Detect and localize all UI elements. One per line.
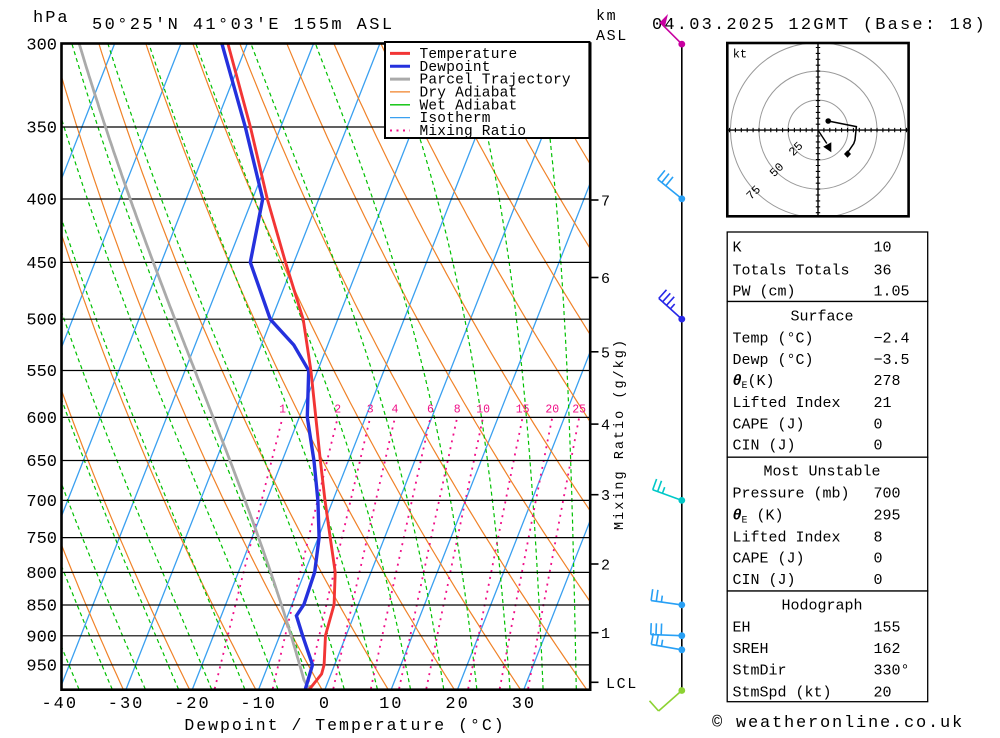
svg-text:4: 4 (392, 404, 399, 417)
svg-text:Temp (°C): Temp (°C) (733, 331, 814, 348)
svg-text:330°: 330° (874, 662, 910, 679)
svg-text:© weatheronline.co.uk: © weatheronline.co.uk (712, 714, 964, 733)
svg-text:0: 0 (874, 572, 883, 589)
svg-text:50°25'N 41°03'E 155m ASL: 50°25'N 41°03'E 155m ASL (92, 16, 394, 35)
svg-text:950: 950 (26, 657, 57, 676)
svg-text:EH: EH (733, 619, 751, 636)
svg-text:-20: -20 (174, 695, 211, 714)
svg-text:20: 20 (545, 404, 559, 417)
svg-text:10: 10 (476, 404, 490, 417)
svg-text:3: 3 (367, 404, 374, 417)
svg-text:CIN (J): CIN (J) (733, 572, 796, 589)
svg-text:36: 36 (874, 262, 892, 279)
svg-text:SREH: SREH (733, 641, 769, 658)
svg-text:Hodograph: Hodograph (781, 597, 862, 614)
svg-text:10: 10 (874, 240, 892, 257)
svg-text:20: 20 (445, 695, 469, 714)
svg-text:900: 900 (26, 628, 57, 647)
svg-text:600: 600 (26, 410, 57, 429)
svg-text:7: 7 (601, 194, 610, 211)
svg-text:−3.5: −3.5 (874, 352, 910, 369)
svg-text:30: 30 (512, 695, 536, 714)
svg-text:ASL: ASL (596, 28, 628, 45)
svg-text:Surface: Surface (790, 309, 853, 326)
svg-text:700: 700 (874, 485, 901, 502)
svg-text:0: 0 (874, 438, 883, 455)
svg-text:1: 1 (279, 404, 286, 417)
svg-text:-40: -40 (41, 695, 78, 714)
svg-text:Lifted Index: Lifted Index (733, 529, 841, 546)
svg-text:θE(K): θE(K) (733, 373, 775, 392)
svg-text:Totals Totals: Totals Totals (733, 262, 850, 279)
svg-text:8: 8 (874, 529, 883, 546)
svg-text:300: 300 (26, 37, 57, 56)
svg-text:850: 850 (26, 598, 57, 617)
svg-text:1: 1 (601, 626, 610, 643)
svg-text:8: 8 (454, 404, 461, 417)
svg-text:650: 650 (26, 453, 57, 472)
svg-text:700: 700 (26, 493, 57, 512)
svg-text:350: 350 (26, 120, 57, 139)
svg-text:6: 6 (601, 271, 610, 288)
svg-text:550: 550 (26, 363, 57, 382)
svg-text:Dewp (°C): Dewp (°C) (733, 352, 814, 369)
svg-text:25: 25 (572, 404, 586, 417)
svg-text:20: 20 (874, 684, 892, 701)
svg-text:CIN (J): CIN (J) (733, 438, 796, 455)
svg-text:Most Unstable: Most Unstable (763, 464, 880, 481)
svg-text:21: 21 (874, 395, 892, 412)
svg-text:Mixing Ratio (g/kg): Mixing Ratio (g/kg) (613, 338, 628, 530)
svg-text:-30: -30 (108, 695, 145, 714)
svg-text:Pressure (mb): Pressure (mb) (733, 485, 850, 502)
svg-text:3: 3 (601, 488, 610, 505)
svg-text:kt: kt (733, 48, 747, 62)
svg-text:K: K (733, 240, 742, 257)
svg-text:θE (K): θE (K) (733, 507, 784, 526)
svg-text:04.03.2025 12GMT (Base: 18): 04.03.2025 12GMT (Base: 18) (652, 16, 987, 35)
svg-text:5: 5 (601, 345, 610, 362)
svg-text:LCL: LCL (606, 676, 638, 693)
svg-text:1.05: 1.05 (874, 284, 910, 301)
svg-text:-10: -10 (240, 695, 277, 714)
svg-text:278: 278 (874, 373, 901, 390)
svg-text:162: 162 (874, 641, 901, 658)
svg-text:km: km (596, 8, 617, 25)
svg-text:6: 6 (427, 404, 434, 417)
svg-text:750: 750 (26, 530, 57, 549)
svg-text:hPa: hPa (33, 9, 70, 28)
svg-text:800: 800 (26, 565, 57, 584)
svg-text:450: 450 (26, 255, 57, 274)
svg-text:StmDir: StmDir (733, 662, 787, 679)
svg-text:Dewpoint / Temperature (°C): Dewpoint / Temperature (°C) (184, 716, 505, 733)
svg-text:StmSpd (kt): StmSpd (kt) (733, 684, 832, 701)
svg-text:−2.4: −2.4 (874, 331, 910, 348)
svg-text:CAPE (J): CAPE (J) (733, 551, 805, 568)
svg-text:295: 295 (874, 507, 901, 524)
svg-text:CAPE (J): CAPE (J) (733, 416, 805, 433)
svg-text:0: 0 (874, 551, 883, 568)
svg-text:2: 2 (601, 558, 610, 575)
svg-text:15: 15 (516, 404, 530, 417)
svg-text:500: 500 (26, 312, 57, 331)
svg-text:155: 155 (874, 619, 901, 636)
svg-text:10: 10 (379, 695, 403, 714)
svg-text:0: 0 (319, 695, 331, 714)
svg-text:2: 2 (334, 404, 341, 417)
svg-text:Lifted Index: Lifted Index (733, 395, 841, 412)
svg-text:PW (cm): PW (cm) (733, 284, 796, 301)
svg-text:Mixing Ratio: Mixing Ratio (420, 124, 527, 140)
svg-text:4: 4 (601, 418, 610, 435)
svg-text:0: 0 (874, 416, 883, 433)
svg-text:400: 400 (26, 192, 57, 211)
